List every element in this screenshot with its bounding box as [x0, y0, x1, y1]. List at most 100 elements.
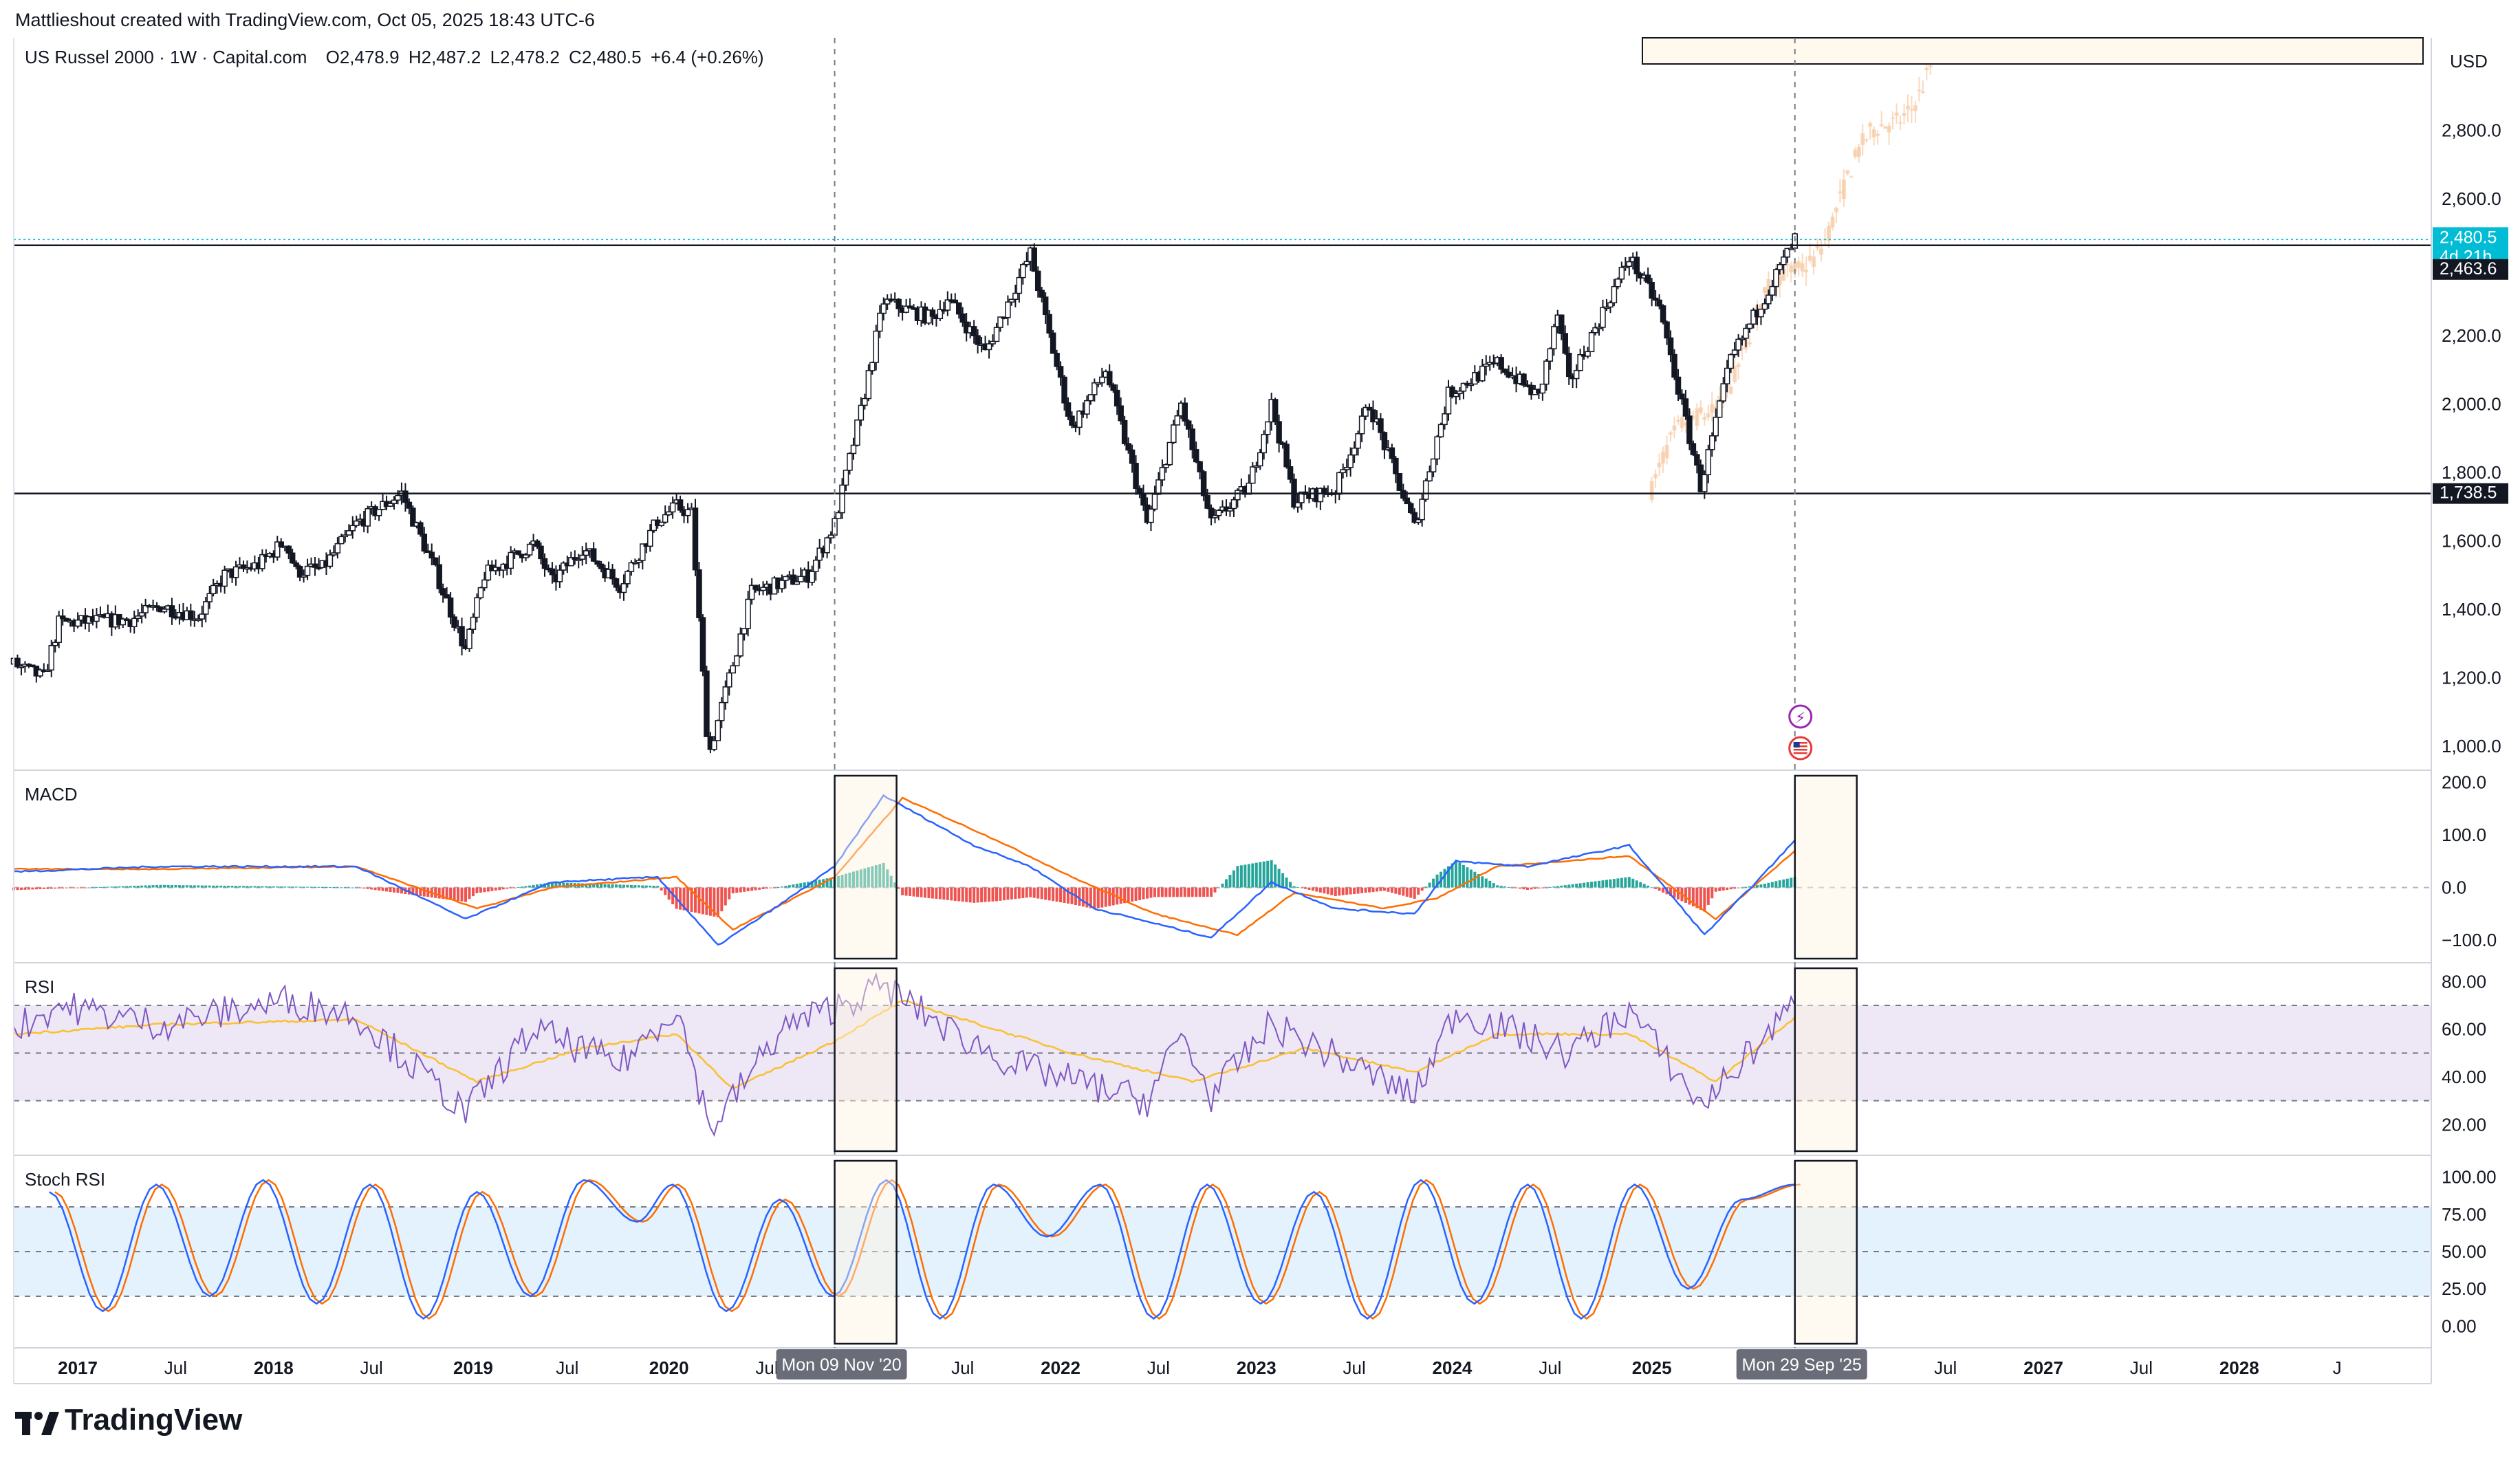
macd-histogram-bar	[102, 886, 106, 888]
macd-histogram-bar	[550, 882, 554, 888]
candle-body	[1370, 409, 1376, 423]
time-tick-label: Jul	[556, 1357, 578, 1378]
candle-body	[1125, 443, 1131, 451]
level-high-badge-bg	[2433, 259, 2508, 280]
macd-histogram-bar	[585, 883, 588, 888]
macd-histogram-bar	[536, 884, 539, 888]
candle-body	[59, 615, 66, 620]
macd-histogram-bar	[1744, 886, 1748, 888]
candle-body	[1227, 508, 1233, 512]
macd-histogram-bar	[1726, 887, 1729, 891]
ghost-candle-body	[1917, 89, 1922, 91]
candle-body	[783, 576, 789, 581]
macd-histogram-bar	[1496, 885, 1499, 888]
axes-layer: 1,000.0 1,200.0 1,400.0 1,600.0 1,800.0 2,000…	[13, 38, 2508, 1384]
macd-histogram-bar	[1647, 885, 1650, 888]
macd-histogram-bar	[1375, 887, 1378, 892]
candle-body	[481, 579, 488, 589]
lightning-event-icon	[1788, 704, 1813, 729]
candle-body	[466, 629, 472, 649]
candle-body	[1016, 276, 1023, 294]
macd-histogram-bar	[95, 887, 98, 888]
ghost-candle-body	[1905, 105, 1910, 109]
macd-histogram-bar	[1191, 887, 1194, 897]
tradingview-logo[interactable]: TradingView	[15, 1403, 242, 1437]
candle-body	[1378, 418, 1384, 433]
macd-histogram-bar	[980, 887, 984, 903]
time-tick-label: Jul	[1147, 1357, 1170, 1378]
candle-body	[1558, 314, 1565, 334]
rsi-tick-label: 80.00	[2442, 971, 2486, 992]
ghost-candle-body	[1789, 265, 1794, 273]
macd-histogram-bar	[1330, 887, 1334, 895]
candle-body	[843, 470, 849, 486]
candle-body	[1358, 415, 1365, 435]
macd-histogram-bar	[656, 886, 660, 888]
highlight-box-2025	[1794, 1159, 1858, 1345]
projection-box	[1642, 37, 2424, 65]
candle-body	[1163, 463, 1169, 468]
candle-body	[474, 597, 480, 618]
macd-histogram-bar	[177, 885, 181, 888]
candle-body	[210, 585, 217, 595]
macd-histogram-bar	[1157, 887, 1160, 897]
rsi-tick-label: 60.00	[2442, 1019, 2486, 1040]
candle-body	[1460, 382, 1467, 392]
candle-body	[733, 655, 740, 666]
ghost-candle-body	[1860, 133, 1865, 145]
stoch-tick-label: 75.00	[2442, 1204, 2486, 1225]
symbol-name[interactable]: US Russel 2000 · 1W · Capital.com	[25, 47, 307, 67]
rsi-tick-label: 40.00	[2442, 1067, 2486, 1087]
candle-body	[549, 568, 556, 576]
macd-histogram-bar	[844, 873, 847, 888]
candle-body	[387, 503, 393, 507]
candle-body	[1020, 263, 1026, 279]
macd-histogram-bar	[1748, 886, 1752, 888]
ghost-candle-body	[1812, 256, 1816, 267]
candle-body	[1422, 480, 1429, 500]
candle-body	[1565, 353, 1572, 378]
currency-label[interactable]: USD	[2450, 51, 2488, 72]
macd-histogram-bar	[373, 887, 377, 891]
macd-histogram-bar	[603, 884, 607, 888]
macd-histogram-bar	[343, 887, 347, 888]
macd-histogram-bar	[999, 887, 1002, 901]
ghost-candle-body	[1834, 207, 1838, 212]
ghost-candle-body	[1815, 245, 1820, 249]
candle-body	[334, 543, 341, 554]
macd-histogram-bar	[667, 887, 671, 900]
time-tick-label: 2028	[2219, 1357, 2259, 1378]
candle-body	[594, 560, 600, 565]
candle-body	[1264, 421, 1271, 435]
candle-body	[824, 537, 830, 554]
candle-body	[1419, 499, 1425, 521]
candle-body	[1585, 351, 1591, 357]
time-tick-label: Jul	[360, 1357, 383, 1378]
candle-body	[1408, 503, 1414, 514]
macd-histogram-bar	[1533, 887, 1536, 889]
macd-histogram-bar	[973, 887, 976, 903]
ghost-candle-body	[1902, 113, 1907, 116]
candle-body	[937, 309, 944, 320]
ghost-candle-body	[1680, 417, 1684, 428]
macd-histogram-bar	[784, 886, 788, 888]
candle-body	[839, 484, 845, 514]
macd-histogram-bar	[1763, 884, 1766, 888]
macd-histogram-bar	[272, 886, 275, 888]
macd-histogram-bar	[321, 886, 324, 888]
macd-histogram-bar	[856, 870, 859, 888]
candle-body	[1287, 466, 1294, 480]
macd-histogram-bar	[863, 868, 867, 888]
macd-histogram-bar	[874, 865, 878, 888]
macd-histogram-bar	[340, 887, 343, 888]
macd-histogram-bar	[1387, 887, 1390, 892]
macd-histogram-bar	[660, 887, 663, 891]
candle-body	[568, 557, 574, 567]
macd-histogram-bar	[506, 887, 509, 889]
candle-body	[304, 565, 311, 576]
ghost-candle-body	[1856, 146, 1861, 157]
candle-body	[508, 552, 514, 569]
macd-histogram-bar	[253, 886, 257, 888]
rsi-pane-label: RSI	[25, 977, 55, 997]
